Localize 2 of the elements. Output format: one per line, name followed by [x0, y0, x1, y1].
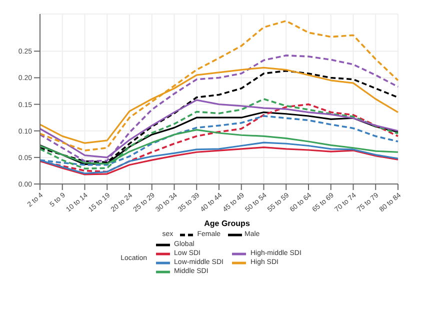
x-axis-title: Age Groups: [203, 218, 251, 229]
line-series: [39, 20, 399, 152]
